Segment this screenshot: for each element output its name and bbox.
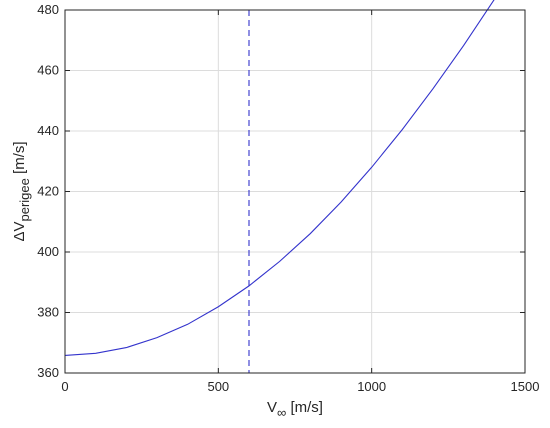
y-tick-label: 380 [37, 305, 59, 320]
y-tick-label: 480 [37, 2, 59, 17]
x-axis-label-unit: [m/s] [286, 399, 323, 416]
y-tick-label: 360 [37, 365, 59, 380]
x-tick-label: 1000 [357, 379, 386, 394]
y-tick-label: 460 [37, 63, 59, 78]
x-tick-label: 1500 [511, 379, 540, 394]
y-tick-label: 420 [37, 184, 59, 199]
y-axis-label-prefix: Δ [11, 232, 28, 242]
series-layer [64, 0, 495, 356]
x-axis-label: V∞ [m/s] [267, 399, 323, 420]
tick-layer: 0 500 1000 1500 360 380 400 420 440 460 480 [37, 2, 539, 394]
x-tick-label: 0 [61, 379, 68, 394]
y-axis-label-main: V [11, 222, 28, 232]
y-tick-label: 400 [37, 244, 59, 259]
y-tick-label: 440 [37, 123, 59, 138]
y-axis-label-subscript: perigee [17, 178, 32, 221]
x-axis-label-subscript: ∞ [277, 405, 286, 420]
y-axis-label: ΔVperigee [m/s] [11, 141, 32, 241]
series-line [64, 0, 495, 356]
y-axis-label-unit: [m/s] [11, 141, 28, 178]
x-axis-label-main: V [267, 399, 277, 416]
x-tick-label: 500 [207, 379, 229, 394]
